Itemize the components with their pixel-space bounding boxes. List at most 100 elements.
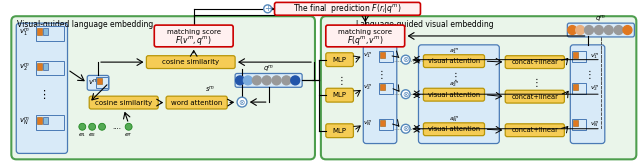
Circle shape [623, 26, 632, 35]
Text: MLP: MLP [333, 92, 347, 98]
FancyBboxPatch shape [87, 75, 109, 90]
Bar [573, 84, 578, 90]
Text: $\vdots$: $\vdots$ [336, 74, 343, 87]
FancyBboxPatch shape [505, 124, 564, 137]
Text: $v_N^m$: $v_N^m$ [590, 119, 600, 129]
Bar [37, 28, 42, 35]
Text: Visual-guided language embedding: Visual-guided language embedding [17, 20, 154, 29]
Text: $\vdots$: $\vdots$ [38, 88, 46, 101]
Bar [573, 52, 578, 58]
FancyBboxPatch shape [326, 88, 353, 102]
Circle shape [252, 76, 261, 85]
Text: $v_N^m$: $v_N^m$ [19, 116, 29, 128]
Text: $v_N^m$: $v_N^m$ [364, 118, 373, 128]
Text: Language-guided visual embedding: Language-guided visual embedding [356, 20, 493, 29]
Circle shape [262, 76, 271, 85]
FancyBboxPatch shape [154, 25, 233, 47]
Text: $e_2$: $e_2$ [88, 131, 96, 139]
FancyBboxPatch shape [570, 45, 605, 144]
Text: $\vdots$: $\vdots$ [376, 68, 384, 81]
Text: ....: .... [112, 124, 122, 130]
FancyBboxPatch shape [12, 16, 315, 159]
Text: $\otimes$: $\otimes$ [238, 98, 246, 107]
Circle shape [401, 124, 410, 133]
Circle shape [401, 55, 410, 64]
Bar [36, 61, 63, 75]
FancyBboxPatch shape [235, 73, 302, 87]
Text: $\vdots$: $\vdots$ [584, 68, 591, 81]
FancyBboxPatch shape [147, 56, 235, 69]
FancyBboxPatch shape [16, 23, 67, 153]
Bar [573, 120, 578, 126]
Text: $F(q^m, v^m)$: $F(q^m, v^m)$ [347, 34, 383, 47]
FancyBboxPatch shape [321, 16, 636, 159]
Text: $v_1^m$: $v_1^m$ [19, 27, 29, 39]
Bar [43, 117, 48, 124]
Circle shape [89, 123, 95, 130]
Text: cosine similarity: cosine similarity [162, 59, 220, 65]
Text: MLP: MLP [333, 57, 347, 63]
Circle shape [243, 76, 252, 85]
Text: +: + [264, 4, 271, 13]
Circle shape [576, 26, 584, 35]
Circle shape [614, 26, 623, 35]
Text: The final  prediction $F(r_i|q^m)$: The final prediction $F(r_i|q^m)$ [293, 2, 402, 15]
Bar [380, 84, 385, 90]
FancyBboxPatch shape [364, 45, 397, 144]
Bar [96, 77, 108, 88]
FancyBboxPatch shape [275, 2, 420, 15]
Text: matching score: matching score [166, 29, 221, 35]
FancyBboxPatch shape [326, 25, 404, 47]
Bar [380, 52, 385, 58]
Bar [97, 78, 102, 84]
Text: $\otimes$: $\otimes$ [402, 55, 410, 64]
Bar [43, 63, 48, 69]
Text: MLP: MLP [333, 128, 347, 134]
Text: $\otimes$: $\otimes$ [402, 124, 410, 133]
FancyBboxPatch shape [505, 56, 564, 69]
Text: $e_T$: $e_T$ [124, 131, 133, 139]
Text: $a_1^m$: $a_1^m$ [449, 46, 459, 56]
Text: $e_1$: $e_1$ [78, 131, 86, 139]
Bar [379, 51, 393, 62]
FancyBboxPatch shape [166, 96, 227, 109]
Circle shape [99, 123, 106, 130]
Bar [379, 119, 393, 130]
Text: $v_2^m$: $v_2^m$ [19, 62, 29, 74]
FancyBboxPatch shape [424, 88, 484, 101]
FancyBboxPatch shape [424, 55, 484, 68]
Text: $F(v^m, q^m)$: $F(v^m, q^m)$ [175, 34, 212, 47]
Bar [379, 83, 393, 94]
Text: $a_N^m$: $a_N^m$ [449, 114, 459, 124]
Text: $\vdots$: $\vdots$ [451, 70, 458, 83]
Circle shape [236, 76, 244, 85]
Circle shape [595, 26, 604, 35]
Text: $v_2^m$: $v_2^m$ [364, 82, 373, 92]
Text: cosine similarity: cosine similarity [95, 100, 152, 106]
Text: $s^m$: $s^m$ [205, 84, 216, 94]
FancyBboxPatch shape [419, 45, 499, 144]
Bar [36, 26, 63, 41]
Text: visual attention: visual attention [428, 58, 480, 64]
Bar [572, 51, 586, 62]
Text: $q^m$: $q^m$ [263, 64, 274, 75]
FancyBboxPatch shape [505, 90, 564, 103]
Circle shape [584, 26, 593, 35]
Text: $a_2^m$: $a_2^m$ [449, 80, 459, 89]
Text: $v_2^m$: $v_2^m$ [590, 83, 600, 93]
Text: concat+linear: concat+linear [511, 94, 558, 100]
Bar [43, 28, 48, 35]
Text: word attention: word attention [171, 100, 222, 106]
FancyBboxPatch shape [326, 53, 353, 67]
Circle shape [237, 97, 247, 107]
Circle shape [272, 76, 281, 85]
Text: $v_1^m$: $v_1^m$ [590, 51, 600, 61]
Text: matching score: matching score [339, 29, 392, 35]
Bar [36, 115, 63, 130]
Circle shape [291, 76, 300, 85]
Bar [380, 120, 385, 126]
FancyBboxPatch shape [326, 124, 353, 138]
Circle shape [282, 76, 291, 85]
Text: concat+linear: concat+linear [511, 59, 558, 65]
Text: $v_1^m$: $v_1^m$ [364, 50, 373, 60]
